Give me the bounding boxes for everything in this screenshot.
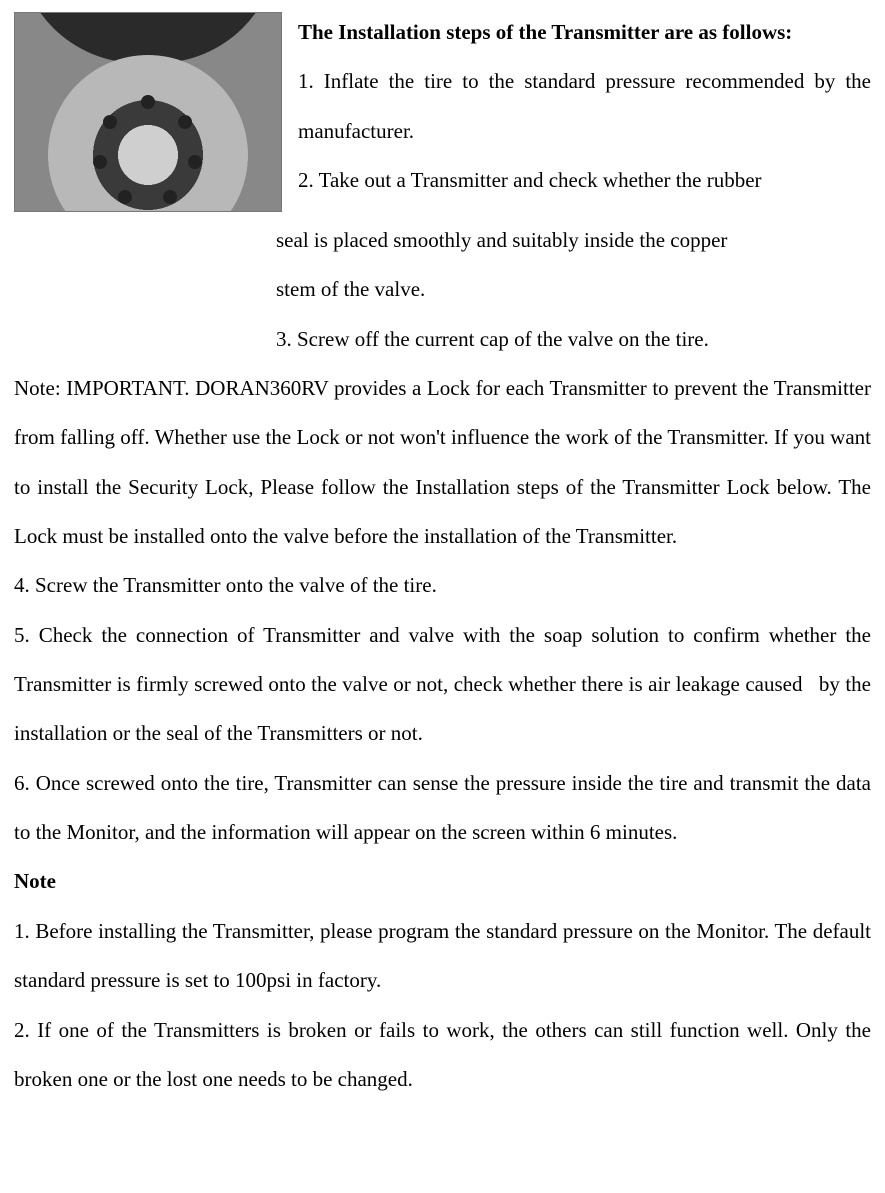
bolt-icon bbox=[188, 155, 202, 169]
step-6: 6. Once screwed onto the tire, Transmitt… bbox=[14, 759, 871, 858]
step-5: 5. Check the connection of Transmitter a… bbox=[14, 611, 871, 759]
note-2: 2. If one of the Transmitters is broken … bbox=[14, 1006, 871, 1105]
step-2-line-b: seal is placed smoothly and suitably ins… bbox=[276, 216, 871, 265]
note-important: Note: IMPORTANT. DORAN360RV provides a L… bbox=[14, 364, 871, 561]
tire-wheel-photo bbox=[14, 12, 282, 212]
step-3: 3. Screw off the current cap of the valv… bbox=[276, 315, 871, 364]
bolt-icon bbox=[118, 190, 132, 204]
bolt-icon bbox=[178, 115, 192, 129]
bolt-icon bbox=[163, 190, 177, 204]
document-page: The Installation steps of the Transmitte… bbox=[14, 8, 871, 1104]
indented-continuation: seal is placed smoothly and suitably ins… bbox=[276, 216, 871, 364]
note-heading: Note bbox=[14, 857, 871, 906]
bolt-icon bbox=[103, 115, 117, 129]
bolt-icon bbox=[141, 95, 155, 109]
note-1: 1. Before installing the Transmitter, pl… bbox=[14, 907, 871, 1006]
wheel-shape bbox=[48, 55, 248, 212]
step-4: 4. Screw the Transmitter onto the valve … bbox=[14, 561, 871, 610]
bolt-icon bbox=[93, 155, 107, 169]
step-2-line-c: stem of the valve. bbox=[276, 265, 871, 314]
